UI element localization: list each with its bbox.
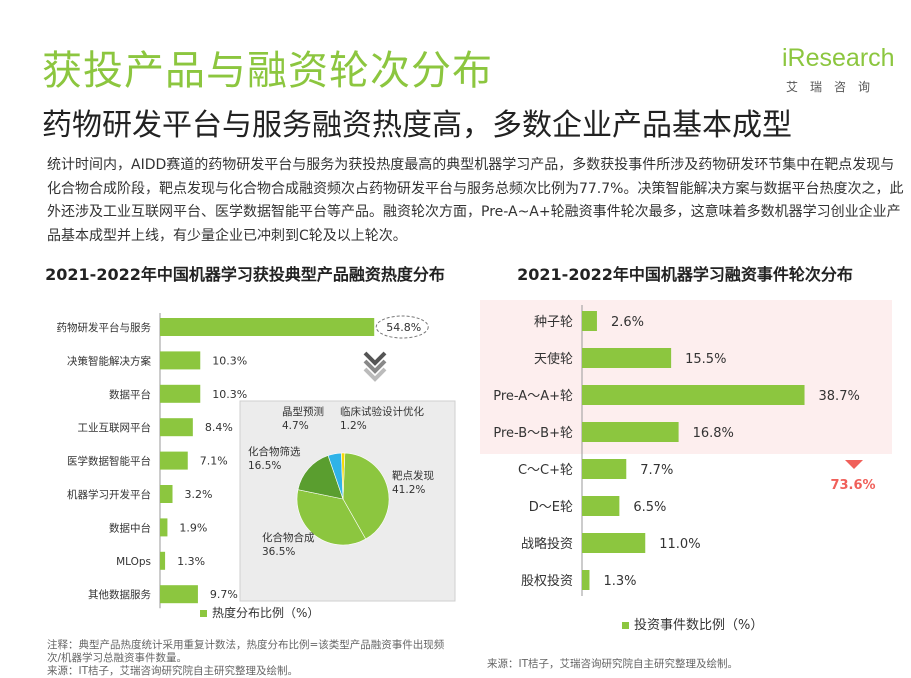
left-legend-label: 热度分布比例（%） <box>212 605 319 620</box>
right-chart-title: 2021-2022年中国机器学习融资事件轮次分布 <box>517 265 853 284</box>
left-chart-value-label: 10.3% <box>212 354 247 367</box>
right-chart-value-label: 16.8% <box>693 426 734 441</box>
left-chart-value-label: 9.7% <box>210 588 238 601</box>
left-chart-category-label: 药物研发平台与服务 <box>57 321 152 334</box>
down-chevron-icon <box>363 351 387 382</box>
left-chart-category-label: 机器学习开发平台 <box>67 488 151 501</box>
chevron-stroke <box>363 359 387 374</box>
left-chart-bar <box>160 384 201 403</box>
left-chart-bar <box>160 518 168 537</box>
pie-slice-value: 4.7% <box>282 420 309 432</box>
right-chart-category-label: 天使轮 <box>534 351 573 367</box>
right-chart-bar <box>582 385 805 405</box>
right-chart-bar <box>582 422 679 442</box>
left-chart-value-label: 1.9% <box>179 521 207 534</box>
left-chart-category-label: 工业互联网平台 <box>78 421 152 434</box>
left-chart-category-label: 数据中台 <box>109 521 151 534</box>
pie-slice <box>296 489 367 546</box>
left-chart-value-label: 1.3% <box>177 555 205 568</box>
left-chart-value-label: 3.2% <box>185 488 213 501</box>
left-chart-bar <box>160 418 193 437</box>
highlight-region <box>480 300 892 454</box>
right-chart-bar <box>582 348 672 368</box>
right-chart-bar <box>582 570 590 590</box>
right-chart-value-label: 7.7% <box>640 463 673 478</box>
left-chart-bar <box>160 451 188 470</box>
page-title: 获投产品与融资轮次分布 <box>42 48 493 94</box>
pie-slice-label: 化合物筛选 <box>248 445 301 458</box>
pie-slice-value: 41.2% <box>392 484 425 496</box>
chevron-stroke <box>363 367 387 382</box>
pie-slice-label: 晶型预测 <box>282 405 324 418</box>
right-chart-category-label: 种子轮 <box>534 315 573 330</box>
highlight-ellipse <box>375 315 429 339</box>
right-chart-category-label: Pre-A～A+轮 <box>493 389 573 404</box>
brand-logo-subtext: 艾瑞咨询 <box>786 80 883 94</box>
brand-logo: iResearch <box>782 44 895 72</box>
left-chart-bar <box>160 585 198 604</box>
right-chart-category-label: 股权投资 <box>521 573 573 589</box>
pie-slice-value: 1.2% <box>340 420 367 432</box>
right-chart-bar <box>582 311 597 331</box>
page-subtitle: 药物研发平台与服务融资热度高，多数企业产品基本成型 <box>42 108 792 143</box>
left-chart-value-label: 10.3% <box>212 388 247 401</box>
left-chart-category-label: 数据平台 <box>109 388 151 401</box>
right-chart-value-label: 38.7% <box>819 389 860 404</box>
left-legend-swatch <box>200 610 207 617</box>
left-chart-bar <box>160 485 173 503</box>
pie-slice <box>341 452 346 500</box>
right-chart-value-label: 15.5% <box>685 352 726 367</box>
right-chart-category-label: C～C+轮 <box>518 463 573 478</box>
right-chart-bar <box>582 496 620 516</box>
right-chart-value-label: 11.0% <box>659 537 700 552</box>
left-chart-category-label: 决策智能解决方案 <box>67 354 151 367</box>
left-chart-value-label: 8.4% <box>205 421 233 434</box>
pie-slice-label: 化合物合成 <box>262 531 315 544</box>
right-legend-label: 投资事件数比例（%） <box>634 617 763 633</box>
left-chart-category-label: 其他数据服务 <box>88 588 151 601</box>
right-chart-bar <box>582 459 627 479</box>
right-chart-category-label: 战略投资 <box>521 536 573 552</box>
chevron-stroke <box>363 351 387 366</box>
pie-slice-label: 临床试验设计优化 <box>340 405 424 418</box>
left-chart-value-label: 54.8% <box>386 321 421 334</box>
left-chart-bar <box>160 551 166 570</box>
funding-round-bar-chart: 种子轮 2.6% 天使轮 15.5% Pre-A～A+轮 38.7% Pre-B～B+轮 16… <box>480 300 892 633</box>
right-chart-category-label: D～E轮 <box>529 500 573 515</box>
pie-slice-label: 靶点发现 <box>392 469 434 482</box>
pie-slice <box>342 452 390 540</box>
left-chart-value-label: 7.1% <box>200 455 228 468</box>
highlight-total-label: 73.6% <box>830 478 875 493</box>
right-chart-value-label: 6.5% <box>633 500 666 515</box>
left-chart-note: 注释：典型产品热度统计采用重复计数法，热度分布比例=该类型产品融资事件出现频次/… <box>47 639 445 677</box>
left-chart-bar <box>160 351 201 370</box>
product-heat-bar-chart: 药物研发平台与服务 54.8% 决策智能解决方案 10.3% 数据平台 10.3% 工业互联… <box>57 313 456 620</box>
right-chart-value-label: 1.3% <box>603 574 636 589</box>
pie-slice-value: 16.5% <box>248 460 281 472</box>
left-chart-bar <box>160 318 375 336</box>
left-chart-category-label: MLOps <box>116 556 151 568</box>
summary-paragraph: 统计时间内，AIDD赛道的药物研发平台与服务为获投热度最高的典型机器学习产品，多… <box>47 157 904 244</box>
right-chart-value-label: 2.6% <box>611 315 644 330</box>
left-chart-title: 2021-2022年中国机器学习获投典型产品融资热度分布 <box>45 265 445 284</box>
right-legend-swatch <box>622 622 629 629</box>
right-chart-category-label: Pre-B～B+轮 <box>493 426 573 441</box>
down-triangle-icon <box>845 460 863 469</box>
pie-slice-value: 36.5% <box>262 546 295 558</box>
right-chart-bar <box>582 533 646 553</box>
right-chart-source: 来源：IT桔子，艾瑞咨询研究院自主研究整理及绘制。 <box>487 658 739 670</box>
left-chart-category-label: 医学数据智能平台 <box>67 455 151 468</box>
